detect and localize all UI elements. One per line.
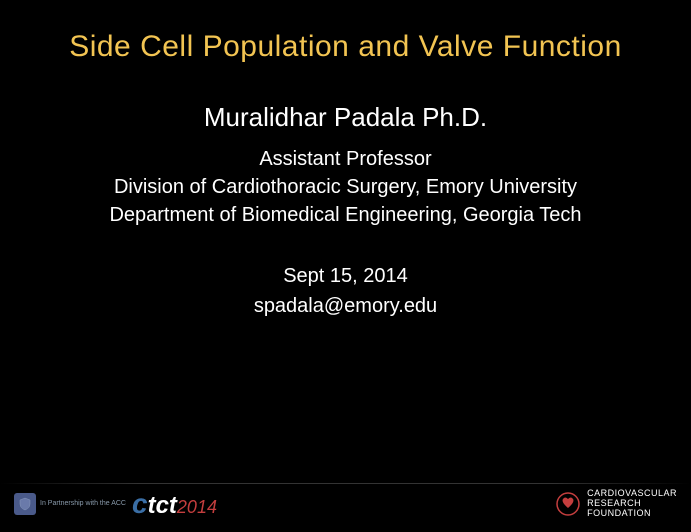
footer-right-logo: CARDIOVASCULAR RESEARCH FOUNDATION xyxy=(555,489,677,519)
author-name: Muralidhar Padala Ph.D. xyxy=(204,102,487,133)
slide-footer: In Partnership with the ACC c tct 2014 C… xyxy=(0,484,691,532)
tct-logo-c: c xyxy=(132,488,148,520)
acc-shield-icon xyxy=(14,493,36,515)
acc-badge-block: In Partnership with the ACC xyxy=(14,493,126,515)
crf-line3: FOUNDATION xyxy=(587,509,677,519)
acc-partnership-text: In Partnership with the ACC xyxy=(40,500,126,508)
tct-logo: c tct 2014 xyxy=(132,488,217,520)
slide-title: Side Cell Population and Valve Function xyxy=(69,30,622,64)
author-email: spadala@emory.edu xyxy=(254,291,437,321)
footer-left-logo: In Partnership with the ACC c tct 2014 xyxy=(14,488,217,520)
presentation-date: Sept 15, 2014 xyxy=(254,261,437,291)
tct-logo-text: tct xyxy=(148,492,177,520)
tct-logo-year: 2014 xyxy=(177,497,217,518)
slide-container: Side Cell Population and Valve Function … xyxy=(0,0,691,532)
affiliation-1: Division of Cardiothoracic Surgery, Emor… xyxy=(109,173,581,201)
affiliation-2: Department of Biomedical Engineering, Ge… xyxy=(109,201,581,229)
crf-org-name: CARDIOVASCULAR RESEARCH FOUNDATION xyxy=(587,489,677,519)
date-email-block: Sept 15, 2014 spadala@emory.edu xyxy=(254,261,437,321)
affiliation-block: Assistant Professor Division of Cardioth… xyxy=(109,145,581,229)
crf-heart-icon xyxy=(555,491,581,517)
author-role: Assistant Professor xyxy=(109,145,581,173)
